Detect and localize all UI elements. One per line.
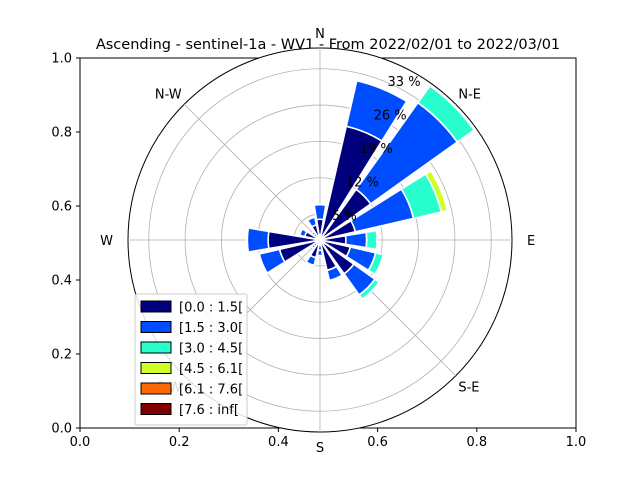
legend-swatch xyxy=(140,300,172,313)
legend-label: [7.6 : inf[ xyxy=(179,403,239,418)
windrose-bar-segment xyxy=(258,248,286,275)
radial-tick-label: 33 % xyxy=(388,75,421,90)
y-axis-ticks: 0.0 0.2 0.4 0.6 0.8 1.0 xyxy=(51,52,80,437)
direction-label: S-E xyxy=(458,380,479,395)
x-tick-label: 0.6 xyxy=(367,435,388,450)
windrose-bar-segment xyxy=(345,79,408,143)
legend-swatch xyxy=(140,403,172,415)
windrose-bar-segment xyxy=(358,278,381,301)
windrose-bar-segment xyxy=(365,229,378,251)
x-tick-label: 0.0 xyxy=(70,435,91,450)
windrose-bar-segment xyxy=(298,227,308,238)
direction-label: N-E xyxy=(458,88,481,103)
radial-tick-label: 12 % xyxy=(346,175,379,190)
direction-label: W xyxy=(100,234,113,249)
legend-swatch xyxy=(140,341,172,354)
windrose-bar-segment xyxy=(305,254,317,267)
radial-tick-labels: 5 % 12 % 19 % 26 % 33 % xyxy=(332,75,421,224)
x-tick-label: 0.2 xyxy=(169,435,190,450)
y-tick-label: 0.0 xyxy=(51,422,72,437)
x-tick-label: 1.0 xyxy=(566,435,587,450)
windrose-bar-segment xyxy=(416,84,476,144)
legend-label: [6.1 : 7.6[ xyxy=(179,383,243,398)
x-tick-label: 0.8 xyxy=(466,435,487,450)
legend-label: [0.0 : 1.5[ xyxy=(179,301,243,316)
y-tick-label: 0.6 xyxy=(51,200,72,215)
legend: [0.0 : 1.5[ [1.5 : 3.0[ [3.0 : 4.5[ [4.5 : … xyxy=(134,293,248,426)
direction-labels: NN-EES-ESS-WWN-W xyxy=(100,27,535,456)
windrose-bars xyxy=(246,79,476,301)
direction-label: N xyxy=(315,27,325,42)
legend-swatch xyxy=(140,321,172,333)
direction-label: N-W xyxy=(155,88,182,103)
direction-label: S xyxy=(316,441,324,456)
y-tick-label: 0.4 xyxy=(51,274,72,289)
angular-grid-line xyxy=(183,103,321,241)
windrose-bar-segment xyxy=(306,216,318,228)
windrose-bar-segment xyxy=(326,265,344,282)
x-tick-label: 0.4 xyxy=(268,435,289,450)
y-tick-label: 1.0 xyxy=(51,52,72,67)
legend-label: [4.5 : 6.1[ xyxy=(179,362,243,377)
legend-swatch xyxy=(140,382,172,395)
windrose-bar-segment xyxy=(367,251,385,276)
radial-tick-label: 5 % xyxy=(332,209,357,224)
legend-swatch xyxy=(140,362,172,374)
windrose-bar-segment xyxy=(344,231,368,249)
windrose-bar-segment xyxy=(246,227,270,253)
direction-label: E xyxy=(527,234,535,249)
windrose-bar-segment xyxy=(424,169,449,213)
chart-title: Ascending - sentinel-1a - WV1 - From 202… xyxy=(96,37,560,53)
windrose-bar-segment xyxy=(313,203,327,221)
legend-label: [3.0 : 4.5[ xyxy=(179,342,243,357)
legend-label: [1.5 : 3.0[ xyxy=(179,321,243,336)
radial-tick-label: 19 % xyxy=(360,142,393,157)
x-axis-ticks: 0.0 0.2 0.4 0.6 0.8 1.0 xyxy=(70,428,587,450)
y-tick-label: 0.2 xyxy=(51,348,72,363)
radial-tick-label: 26 % xyxy=(374,108,407,123)
y-tick-label: 0.8 xyxy=(51,126,72,141)
